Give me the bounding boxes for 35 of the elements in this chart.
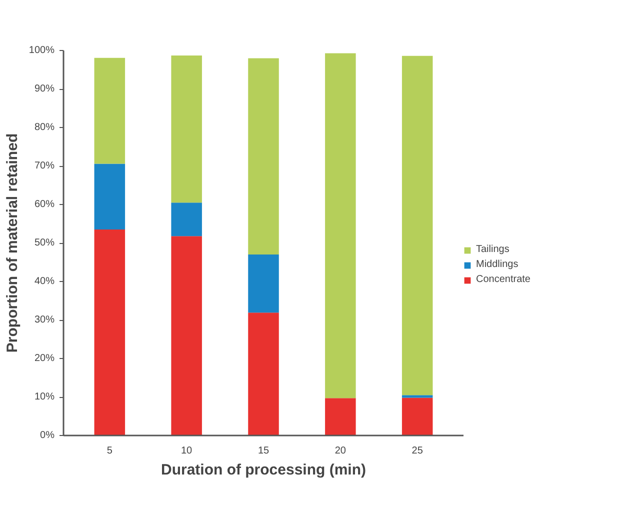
x-tick-label: 10	[181, 446, 193, 456]
y-tick-label: 90%	[34, 84, 55, 94]
x-tick-label: 20	[334, 446, 346, 456]
y-tick-label: 30%	[34, 314, 55, 326]
y-tick-label: 10%	[34, 392, 55, 402]
x-tick-label: 15	[258, 446, 270, 456]
x-tick-label: 5	[106, 446, 113, 456]
x-tick-label: 25	[412, 446, 424, 456]
y-tick-label: 60%	[34, 199, 55, 210]
bar	[402, 56, 433, 396]
bar	[171, 202, 202, 236]
bar	[402, 398, 433, 436]
legend-label: Concentrate	[476, 274, 530, 285]
y-tick-label: 40%	[34, 276, 55, 287]
bar	[94, 164, 126, 230]
bar	[171, 56, 202, 203]
bar	[325, 53, 356, 398]
legend-label: Tailings	[476, 244, 510, 255]
y-tick-label: 80%	[34, 122, 55, 133]
bar	[402, 395, 433, 398]
y-tick-label: 50%	[34, 238, 55, 248]
bar	[248, 58, 279, 255]
y-axis-title: Proportion of material retained	[4, 133, 21, 353]
legend-label: Middlings	[476, 259, 518, 270]
bar	[325, 398, 356, 436]
bar	[94, 58, 126, 164]
y-tick-label: 0%	[40, 430, 55, 441]
bar	[248, 254, 279, 313]
y-tick-label: 70%	[34, 160, 55, 172]
bar	[94, 230, 126, 436]
bar	[171, 236, 202, 436]
x-axis-title: Duration of processing (min)	[161, 462, 366, 478]
y-tick-label: 20%	[34, 353, 55, 364]
y-tick-label: 100%	[28, 45, 55, 56]
bar	[248, 312, 279, 436]
